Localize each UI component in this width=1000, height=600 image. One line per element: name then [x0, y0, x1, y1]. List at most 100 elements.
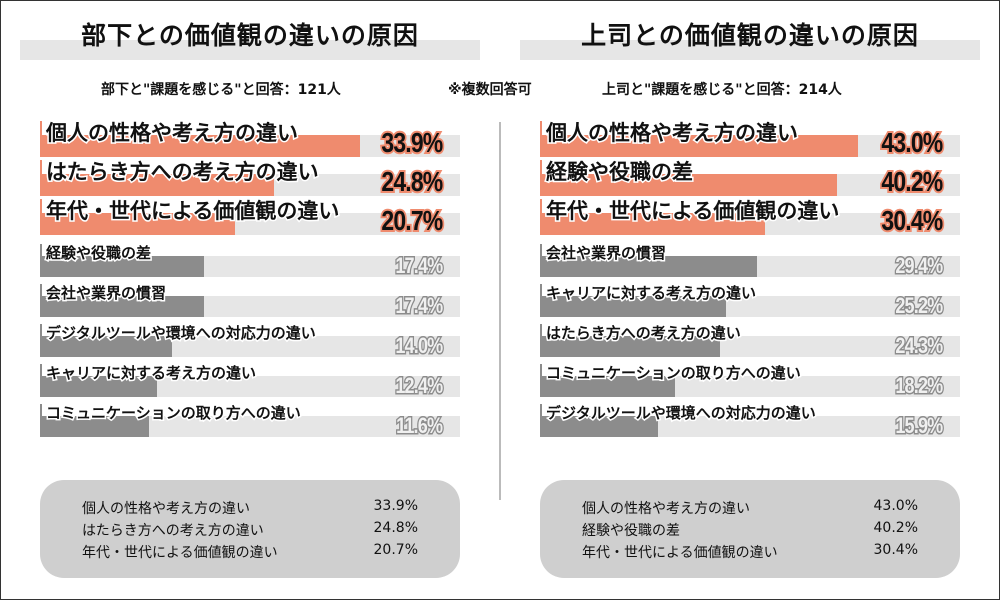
data-label: 20.7% [379, 203, 444, 238]
bar-track [540, 256, 960, 277]
bar-tick [540, 324, 542, 336]
subtitle-right: 上司と"課題を感じる"と回答：214人 [602, 82, 842, 98]
bar-tick [40, 284, 42, 296]
data-label: 11.6% [395, 412, 444, 440]
bar-tick [40, 364, 42, 376]
bar-tick [540, 199, 542, 213]
data-label: 43.0% [879, 125, 944, 160]
bar [540, 174, 838, 196]
title-band-left [20, 40, 480, 60]
bar [540, 296, 727, 317]
bar-tick [40, 404, 42, 416]
bar-track [540, 296, 960, 317]
summary-value: 33.9% [373, 498, 418, 514]
title-band-right [520, 40, 980, 60]
bar-tick [540, 284, 542, 296]
bar [40, 416, 150, 437]
bar-tick [540, 364, 542, 376]
summary-box-left: 個人の性格や考え方の違い 33.9% はたらき方への考え方の違い 24.8% 年代・… [40, 480, 460, 578]
divider [499, 122, 501, 500]
category-label: 経験や役職の差 [44, 243, 152, 264]
summary-label: 個人の性格や考え方の違い [82, 501, 250, 517]
bar-tick [540, 244, 542, 256]
category-label: 会社や業界の慣習 [44, 283, 167, 304]
category-label: はたらき方への考え方の違い [45, 159, 321, 186]
data-label: 25.2% [894, 292, 944, 320]
bar-track [540, 336, 960, 357]
category-label: デジタルツールや環境への対応力の違い [45, 323, 318, 344]
bar-tick [540, 160, 542, 174]
bar-tick [40, 121, 42, 135]
category-label: 会社や業界の慣習 [544, 243, 667, 264]
bar-track [540, 376, 960, 397]
bar [540, 213, 765, 235]
summary-row: 個人の性格や考え方の違い 33.9% [82, 498, 418, 518]
data-label: 30.4% [879, 203, 944, 238]
bar-tick [40, 324, 42, 336]
category-label: キャリアに対する考え方の違い [544, 283, 757, 304]
category-label: 個人の性格や考え方の違い [545, 120, 800, 147]
summary-row: はたらき方への考え方の違い 24.8% [82, 520, 418, 540]
bar-track [40, 336, 460, 357]
category-label: キャリアに対する考え方の違い [44, 363, 257, 384]
bar-track [40, 135, 460, 157]
data-label: 15.9% [894, 412, 944, 440]
data-label: 24.3% [894, 332, 944, 360]
bar-track [540, 416, 960, 437]
bar [40, 174, 275, 196]
summary-label: 年代・世代による価値観の違い [582, 545, 778, 561]
summary-value: 24.8% [373, 520, 418, 536]
bar-tick [40, 160, 42, 174]
category-label: 年代・世代による価値観の違い [44, 198, 340, 225]
bar-tick [40, 244, 42, 256]
summary-row: 年代・世代による価値観の違い 20.7% [82, 542, 418, 562]
data-label: 12.4% [394, 372, 444, 400]
summary-row: 経験や役職の差 40.2% [582, 520, 918, 540]
summary-row: 年代・世代による価値観の違い 30.4% [582, 542, 918, 562]
bar-tick [540, 404, 542, 416]
summary-value: 20.7% [373, 542, 418, 558]
bar-track [40, 174, 460, 196]
category-label: コミュニケーションの取り方への違い [45, 403, 303, 424]
bar [40, 296, 205, 317]
summary-label: 経験や役職の差 [582, 523, 680, 539]
bar-track [40, 376, 460, 397]
category-label: 個人の性格や考え方の違い [45, 120, 300, 147]
bar-track [540, 213, 960, 235]
bar-track [40, 416, 460, 437]
summary-value: 40.2% [873, 520, 918, 536]
summary-value: 30.4% [873, 542, 918, 558]
summary-label: 年代・世代による価値観の違い [82, 545, 278, 561]
bar [40, 336, 173, 357]
bar-track [40, 213, 460, 235]
note: ※複数回答可 [448, 82, 532, 98]
data-label: 33.9% [379, 125, 444, 160]
bar-track [540, 174, 960, 196]
data-label: 14.0% [394, 332, 444, 360]
bar [540, 416, 658, 437]
bar-tick [540, 121, 542, 135]
summary-row: 個人の性格や考え方の違い 43.0% [582, 498, 918, 518]
summary-value: 43.0% [873, 498, 918, 514]
data-label: 18.2% [894, 372, 944, 400]
summary-label: 個人の性格や考え方の違い [582, 501, 750, 517]
data-label: 17.4% [394, 292, 444, 320]
bar-tick [40, 199, 42, 213]
data-label: 17.4% [394, 252, 444, 280]
bar-track [40, 256, 460, 277]
category-label: 経験や役職の差 [545, 159, 695, 186]
bar [40, 376, 158, 397]
summary-box-right: 個人の性格や考え方の違い 43.0% 経験や役職の差 40.2% 年代・世代による価… [540, 480, 960, 578]
bar-track [40, 296, 460, 317]
subtitle-left: 部下と"課題を感じる"と回答：121人 [101, 82, 341, 98]
bar-track [540, 135, 960, 157]
category-label: はたらき方への考え方の違い [545, 323, 743, 344]
bar [40, 135, 360, 157]
bar [40, 256, 205, 277]
chart-title-left: 部下との価値観の違いの原因 [81, 21, 419, 50]
bar [540, 256, 758, 277]
data-label: 29.4% [894, 252, 944, 280]
chart-title-right: 上司との価値観の違いの原因 [581, 21, 919, 50]
category-label: デジタルツールや環境への対応力の違い [545, 403, 818, 424]
summary-label: はたらき方への考え方の違い [82, 523, 264, 539]
